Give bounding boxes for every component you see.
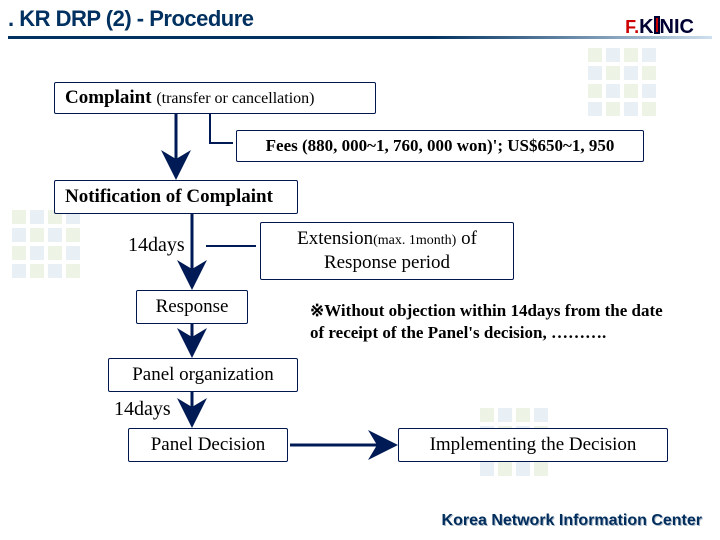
complaint-sub: (transfer or cancellation) xyxy=(156,90,314,107)
fees-text: Fees (880, 000~1, 760, 000 won)'; US$650… xyxy=(266,136,615,155)
header: . KR DRP (2) - Procedure F.KNIC xyxy=(8,6,712,46)
extension-sub: (max. 1month) xyxy=(373,233,456,248)
panel-decision-text: Panel Decision xyxy=(151,434,266,455)
logo-dot: F. xyxy=(625,17,639,37)
note-objection: ※Without objection within 14days from th… xyxy=(310,300,680,344)
bg-pattern-1 xyxy=(588,48,673,133)
footer: Korea Network Information Center xyxy=(442,512,702,530)
logo: F.KNIC xyxy=(625,16,694,39)
box-panel-org: Panel organization xyxy=(108,358,298,392)
title-underline xyxy=(8,36,712,39)
notification-text: Notification of Complaint xyxy=(65,186,273,207)
bg-pattern-2 xyxy=(12,210,97,295)
panel-org-text: Panel organization xyxy=(132,364,274,385)
box-extension: Extension(max. 1month) of Response perio… xyxy=(260,222,514,280)
complaint-main: Complaint xyxy=(65,87,152,108)
box-response: Response xyxy=(136,290,248,324)
implementing-text: Implementing the Decision xyxy=(430,434,637,455)
box-implementing: Implementing the Decision xyxy=(398,428,668,462)
box-fees: Fees (880, 000~1, 760, 000 won)'; US$650… xyxy=(236,130,644,162)
box-notification: Notification of Complaint xyxy=(54,180,298,214)
extension-main1: Extension xyxy=(297,228,373,249)
response-text: Response xyxy=(156,296,229,317)
page-title: . KR DRP (2) - Procedure xyxy=(8,6,712,32)
logo-text: KNIC xyxy=(639,16,694,38)
label-14days-2: 14days xyxy=(114,398,171,421)
label-14days-1: 14days xyxy=(128,234,185,257)
box-panel-decision: Panel Decision xyxy=(128,428,288,462)
box-complaint: Complaint (transfer or cancellation) xyxy=(54,82,376,114)
note-text: ※Without objection within 14days from th… xyxy=(310,301,663,342)
